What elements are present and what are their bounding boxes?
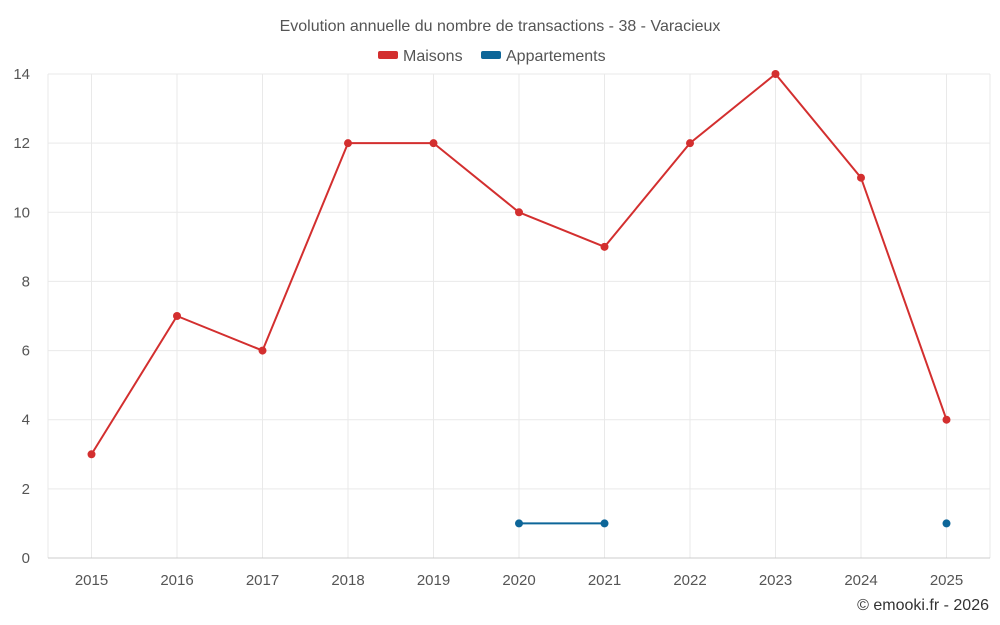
y-tick-label-14: 14 [13,66,30,83]
data-point-appartements-2020 [515,519,523,528]
y-tick-label-10: 10 [13,204,30,221]
x-tick-label-2016: 2016 [160,572,193,589]
data-point-appartements-2021 [600,519,609,528]
data-point-maisons-2015 [87,450,96,459]
y-tick-label-8: 8 [22,273,30,290]
x-tick-label-2020: 2020 [502,572,535,589]
data-point-maisons-2024 [857,173,865,182]
x-tick-label-2021: 2021 [588,572,621,589]
data-point-maisons-2017 [258,346,267,355]
chart-title: Evolution annuelle du nombre de transact… [280,18,721,35]
data-point-maisons-2023 [771,70,780,78]
data-point-maisons-2019 [429,139,438,148]
credit-text: © emooki.fr - 2026 [857,597,989,614]
x-tick-label-2024: 2024 [844,572,877,589]
x-tick-label-2025: 2025 [930,572,963,589]
legend-swatch-maisons [378,51,398,59]
x-tick-label-2017: 2017 [246,572,279,589]
data-point-maisons-2020 [515,208,523,217]
data-point-maisons-2025 [942,415,951,424]
y-axis-ticks: 0 2 4 6 8 10 12 14 [13,66,30,567]
x-tick-label-2015: 2015 [75,572,108,589]
x-tick-label-2022: 2022 [673,572,706,589]
legend-item-maisons[interactable]: Maisons [378,48,463,65]
x-axis-ticks: 2015 2016 2017 2018 2019 2020 2021 2022 2023 2024… [75,572,963,589]
series-appartements [515,519,951,528]
series-maisons [87,70,951,459]
legend-swatch-appartements [481,51,501,59]
legend-label-maisons: Maisons [403,48,463,65]
y-tick-label-4: 4 [22,412,30,429]
x-tick-label-2019: 2019 [417,572,450,589]
data-point-appartements-2025 [942,519,951,528]
y-tick-label-0: 0 [22,550,30,567]
legend: Maisons Appartements [378,48,606,65]
y-tick-label-12: 12 [13,135,30,152]
x-gridlines [47,74,991,558]
legend-label-appartements: Appartements [506,48,606,65]
y-tick-label-2: 2 [22,481,30,498]
data-point-maisons-2022 [686,139,694,148]
legend-item-appartements[interactable]: Appartements [481,48,606,65]
series-layer [87,70,951,528]
data-point-maisons-2021 [600,242,609,251]
data-point-maisons-2018 [344,139,352,148]
y-tick-label-6: 6 [22,343,30,360]
data-point-maisons-2016 [173,312,181,320]
x-tick-label-2023: 2023 [759,572,792,589]
x-tick-label-2018: 2018 [331,572,364,589]
